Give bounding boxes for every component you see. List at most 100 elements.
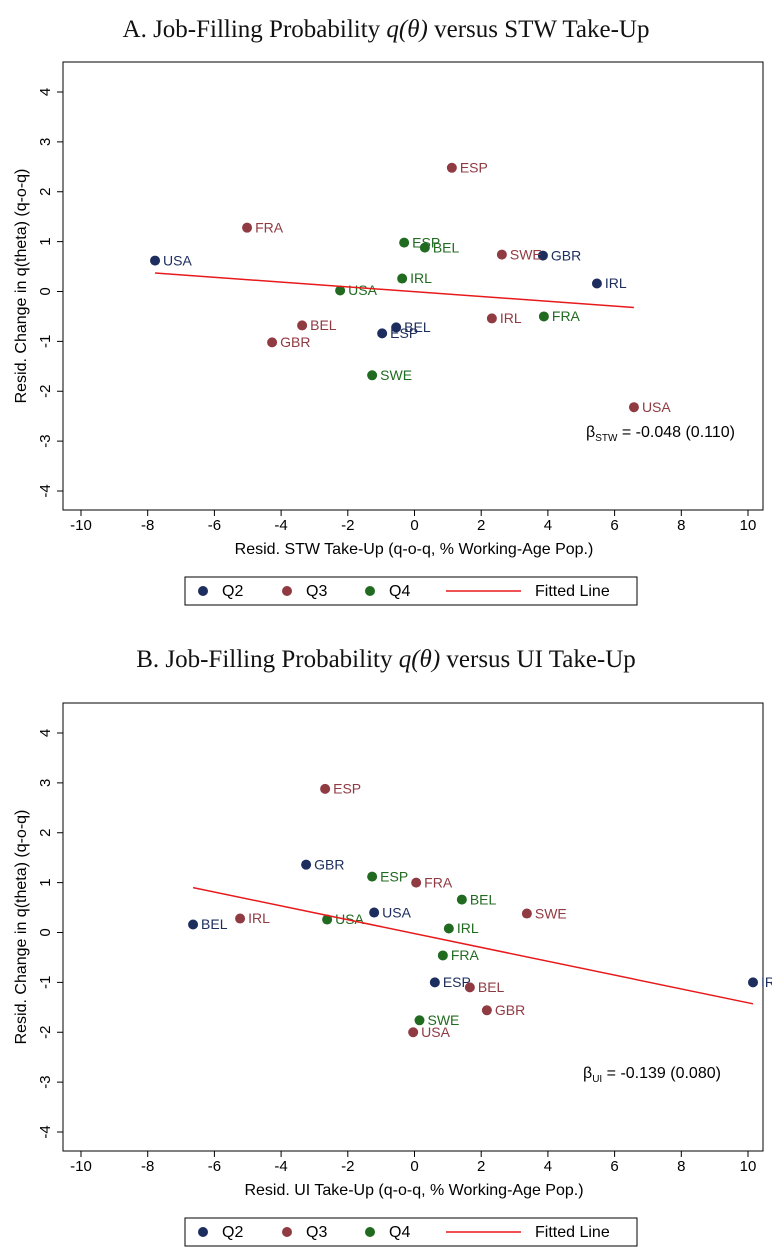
x-tick-label: 8 xyxy=(677,1158,685,1175)
y-tick-label: 4 xyxy=(37,88,54,96)
legend-label: Q4 xyxy=(389,1224,410,1241)
point-label: ESP xyxy=(333,781,361,797)
y-tick-label: -2 xyxy=(37,1026,54,1039)
point xyxy=(367,871,378,882)
point xyxy=(301,859,312,870)
y-tick-label: 1 xyxy=(37,878,54,886)
point xyxy=(521,908,532,919)
x-tick-label: 0 xyxy=(410,517,418,534)
y-tick-label: -1 xyxy=(37,976,54,989)
point xyxy=(188,919,199,930)
point xyxy=(464,982,475,993)
point-label: ESP xyxy=(460,160,488,176)
point-label: BEL xyxy=(478,979,505,995)
title-part: q(θ) xyxy=(399,646,440,673)
point xyxy=(538,311,549,322)
point-label: USA xyxy=(335,911,364,927)
plot-frame xyxy=(62,61,764,511)
x-tick-label: -6 xyxy=(208,517,221,534)
point-label: ESP xyxy=(412,234,440,250)
x-tick-label: 2 xyxy=(477,517,485,534)
legend-box xyxy=(184,576,638,606)
y-tick-label: -3 xyxy=(37,434,54,447)
title-part: versus UI Take-Up xyxy=(440,646,636,673)
legend-label: Q3 xyxy=(306,1224,327,1241)
x-tick-label: -2 xyxy=(341,517,354,534)
annotation: βUI = -0.139 (0.080) xyxy=(583,1065,721,1084)
x-tick-label: 2 xyxy=(477,1158,485,1175)
legend-marker xyxy=(198,586,208,596)
x-tick-label: -2 xyxy=(341,1158,354,1175)
point xyxy=(150,255,161,266)
y-tick-label: 2 xyxy=(37,188,54,196)
y-tick-label: -4 xyxy=(37,484,54,497)
point-label: SWE xyxy=(380,367,412,383)
x-tick-label: 6 xyxy=(610,517,618,534)
point-label: USA xyxy=(163,252,192,268)
point xyxy=(537,250,548,261)
y-tick-label: 3 xyxy=(37,138,54,146)
point-label: IRL xyxy=(248,910,270,926)
point-label: USA xyxy=(642,399,671,415)
legend-box xyxy=(184,1217,638,1247)
point-label: BEL xyxy=(310,317,337,333)
point xyxy=(437,950,448,961)
x-tick-label: 10 xyxy=(740,517,757,534)
legend-marker xyxy=(365,1227,375,1237)
title-part: A. Job-Filling Probability xyxy=(123,16,387,43)
point-label: SWE xyxy=(510,246,542,262)
point xyxy=(391,322,402,333)
point-label: USA xyxy=(421,1024,450,1040)
x-tick-label: -8 xyxy=(141,1158,154,1175)
point-label: BEL xyxy=(404,319,431,335)
y-tick-label: 4 xyxy=(37,729,54,737)
annotation-subscript: UI xyxy=(592,1074,602,1085)
annotation-symbol: β xyxy=(586,424,595,441)
point-label: IRL xyxy=(605,275,627,291)
point xyxy=(414,1015,425,1026)
point-label: BEL xyxy=(433,239,460,255)
legend-label: Q3 xyxy=(306,583,327,600)
point xyxy=(377,328,388,339)
x-tick-label: 4 xyxy=(544,1158,552,1175)
legend-marker xyxy=(282,1227,292,1237)
point xyxy=(242,222,253,233)
point-label: GBR xyxy=(280,334,310,350)
point xyxy=(411,877,422,888)
chart-title: B. Job-Filling Probability q(θ) versus U… xyxy=(136,646,636,673)
x-tick-label: -10 xyxy=(70,1158,92,1175)
legend-label: Fitted Line xyxy=(535,583,610,600)
x-tick-label: -10 xyxy=(70,517,92,534)
x-axis-label: Resid. UI Take-Up (q-o-q, % Working-Age … xyxy=(244,1182,583,1199)
y-axis-label: Resid. Change in q(theta) (q-o-q) xyxy=(13,810,30,1045)
point-label: IRL xyxy=(457,920,479,936)
plot-frame xyxy=(62,702,764,1152)
x-axis-label: Resid. STW Take-Up (q-o-q, % Working-Age… xyxy=(235,541,594,558)
legend-marker xyxy=(282,586,292,596)
x-tick-label: -4 xyxy=(274,517,287,534)
legend-label: Q2 xyxy=(222,1224,243,1241)
point-label: USA xyxy=(382,904,411,920)
annotation-symbol: β xyxy=(583,1065,592,1082)
annotation-text: = -0.048 (0.110) xyxy=(617,424,735,441)
point-label: ESP xyxy=(380,868,408,884)
y-tick-label: -2 xyxy=(37,385,54,398)
y-tick-label: 3 xyxy=(37,779,54,787)
point-label: FRA xyxy=(255,219,284,235)
annotation-subscript: STW xyxy=(595,433,618,444)
y-axis-label: Resid. Change in q(theta) (q-o-q) xyxy=(13,169,30,404)
point-label: GBR xyxy=(314,856,344,872)
point-label: BEL xyxy=(201,916,228,932)
point xyxy=(628,402,639,413)
point-label: GBR xyxy=(495,1002,525,1018)
point-label: SWE xyxy=(428,1012,460,1028)
point-label: FRA xyxy=(424,874,453,890)
point-label: FRA xyxy=(552,308,581,324)
y-tick-label: 2 xyxy=(37,829,54,837)
point xyxy=(322,914,333,925)
title-part: q(θ) xyxy=(386,16,427,43)
point xyxy=(443,923,454,934)
x-tick-label: -4 xyxy=(274,1158,287,1175)
point xyxy=(486,313,497,324)
